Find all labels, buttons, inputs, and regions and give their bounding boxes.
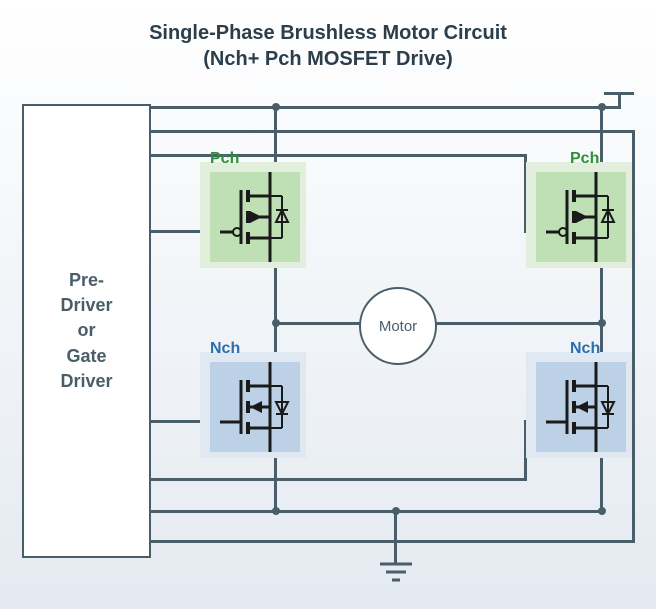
wire-gate-pch-right-h (147, 154, 527, 157)
node (272, 103, 280, 111)
mosfet-nch-right (536, 362, 626, 452)
wire-gate-nch-right-h (147, 478, 527, 481)
node (598, 103, 606, 111)
driver-box: Pre- Driver or Gate Driver (22, 104, 151, 558)
wire-top-rail (147, 106, 620, 109)
wire-outer-right (632, 130, 635, 543)
label-nch-right: Nch (570, 340, 600, 358)
motor: Motor (359, 287, 437, 365)
wire-bottom-rail (147, 510, 605, 513)
node (272, 507, 280, 515)
diagram-canvas: Single-Phase Brushless Motor Circuit (Nc… (0, 0, 656, 609)
node (598, 319, 606, 327)
node (272, 319, 280, 327)
ground-icon (376, 562, 416, 584)
node (598, 507, 606, 515)
title-line-1: Single-Phase Brushless Motor Circuit (0, 22, 656, 45)
wire-vcc-stub-h (604, 92, 634, 95)
driver-box-label: Pre- Driver or Gate Driver (60, 268, 112, 394)
mosfet-pch-left (210, 172, 300, 262)
wire-mid-right (430, 322, 603, 325)
node (392, 507, 400, 515)
label-nch-left: Nch (210, 340, 240, 358)
wire-mid-left (274, 322, 362, 325)
mosfet-nch-left (210, 362, 300, 452)
wire-outer-bottom (147, 540, 635, 543)
motor-label: Motor (379, 318, 417, 335)
mosfet-pch-right (536, 172, 626, 262)
label-pch-right: Pch (570, 150, 599, 168)
title-line-2: (Nch+ Pch MOSFET Drive) (0, 48, 656, 71)
wire-gnd-drop (394, 510, 397, 564)
label-pch-left: Pch (210, 150, 239, 168)
wire-outer-top-stub (147, 130, 635, 133)
